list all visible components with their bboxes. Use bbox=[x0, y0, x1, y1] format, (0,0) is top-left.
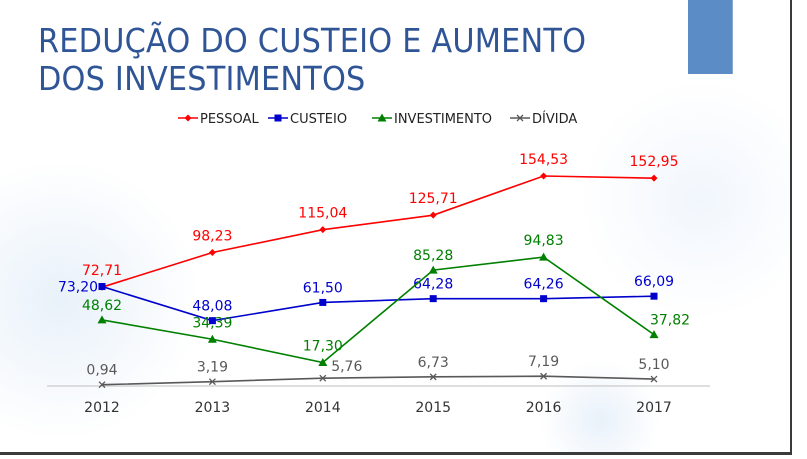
legend-label-investimento: INVESTIMENTO bbox=[394, 112, 492, 127]
x-tick-label-2015: 2015 bbox=[415, 400, 451, 416]
series-line-dvida bbox=[101, 375, 655, 386]
legend-marker-custeio bbox=[274, 114, 282, 122]
x-tick-label-2016: 2016 bbox=[526, 400, 562, 416]
marker-investimento-2013 bbox=[207, 334, 217, 343]
marker-dvida-2015 bbox=[429, 373, 437, 381]
marker-dvida-2016 bbox=[540, 372, 548, 380]
legend-label-dvida: DÍVIDA bbox=[532, 111, 577, 127]
data-label-custeio-2012: 73,20 bbox=[58, 280, 98, 296]
marker-dvida-2013 bbox=[208, 378, 216, 386]
x-tick-label-2014: 2014 bbox=[305, 400, 341, 416]
legend-marker-pessoal bbox=[184, 114, 192, 122]
series-line-investimento bbox=[101, 256, 655, 364]
legend-marker-investimento bbox=[377, 113, 387, 122]
data-label-custeio-2016: 64,26 bbox=[524, 277, 564, 293]
marker-investimento-2017 bbox=[649, 330, 659, 339]
data-label-investimento-2015: 85,28 bbox=[413, 248, 453, 264]
series-line-pessoal bbox=[101, 175, 655, 288]
data-label-pessoal-2017: 152,95 bbox=[630, 154, 679, 170]
marker-investimento-2016 bbox=[539, 252, 549, 261]
data-label-investimento-2016: 94,83 bbox=[524, 233, 564, 249]
data-label-pessoal-2015: 125,71 bbox=[409, 191, 458, 207]
accent-rectangle bbox=[688, 0, 733, 74]
marker-investimento-2014 bbox=[318, 357, 328, 366]
data-label-custeio-2015: 64,28 bbox=[413, 277, 453, 293]
slide: REDUÇÃO DO CUSTEIO E AUMENTO DOS INVESTI… bbox=[0, 0, 792, 455]
data-label-custeio-2014: 61,50 bbox=[303, 280, 343, 296]
marker-dvida-2012 bbox=[98, 381, 106, 389]
marker-pessoal-2013 bbox=[208, 249, 216, 257]
marker-custeio-2013 bbox=[208, 317, 216, 325]
line-chart: 2012 2013 2014 2015 2016 2017 72,71 98,23 115,04… bbox=[47, 111, 710, 416]
x-tick-label-2017: 2017 bbox=[636, 400, 672, 416]
series-line-custeio bbox=[101, 285, 655, 322]
marker-custeio-2012 bbox=[98, 283, 106, 291]
marker-investimento-2012 bbox=[97, 315, 107, 324]
x-tick-label-2013: 2013 bbox=[195, 400, 231, 416]
marker-investimento-2015 bbox=[428, 265, 438, 274]
x-tick-label-2012: 2012 bbox=[84, 400, 120, 416]
data-label-pessoal-2013: 98,23 bbox=[192, 229, 232, 245]
data-label-dvida-2017: 5,10 bbox=[638, 357, 669, 373]
data-label-investimento-2017: 37,82 bbox=[650, 313, 690, 329]
legend-label-pessoal: PESSOAL bbox=[200, 112, 259, 127]
marker-dvida-2017 bbox=[650, 375, 658, 383]
legend-label-custeio: CUSTEIO bbox=[290, 112, 347, 127]
data-label-dvida-2013: 3,19 bbox=[197, 360, 228, 376]
data-label-dvida-2015: 6,73 bbox=[418, 355, 449, 371]
data-label-investimento-2014: 17,30 bbox=[303, 338, 343, 354]
marker-pessoal-2015 bbox=[429, 211, 437, 219]
data-label-pessoal-2014: 115,04 bbox=[298, 206, 347, 222]
data-label-investimento-2013: 34,39 bbox=[192, 315, 232, 331]
title-line-1: REDUÇÃO DO CUSTEIO E AUMENTO bbox=[38, 21, 587, 60]
data-label-pessoal-2016: 154,53 bbox=[519, 152, 568, 168]
marker-custeio-2015 bbox=[429, 295, 437, 303]
marker-dvida-2014 bbox=[319, 374, 327, 382]
data-label-custeio-2017: 66,09 bbox=[634, 274, 674, 290]
marker-custeio-2017 bbox=[650, 292, 658, 300]
marker-pessoal-2017 bbox=[650, 174, 658, 182]
data-label-dvida-2012: 0,94 bbox=[86, 363, 117, 379]
data-label-dvida-2014: 5,76 bbox=[331, 359, 362, 375]
data-label-pessoal-2012: 72,71 bbox=[82, 263, 122, 279]
data-label-custeio-2013: 48,08 bbox=[192, 299, 232, 315]
slide-title: REDUÇÃO DO CUSTEIO E AUMENTO DOS INVESTI… bbox=[38, 22, 608, 98]
data-label-investimento-2012: 48,62 bbox=[82, 298, 122, 314]
legend-marker-dvida bbox=[516, 114, 524, 122]
marker-pessoal-2016 bbox=[540, 172, 548, 180]
marker-custeio-2014 bbox=[319, 298, 327, 306]
data-label-dvida-2016: 7,19 bbox=[528, 354, 559, 370]
title-line-2: DOS INVESTIMENTOS bbox=[38, 59, 366, 98]
marker-custeio-2016 bbox=[540, 295, 548, 303]
marker-pessoal-2014 bbox=[319, 226, 327, 234]
